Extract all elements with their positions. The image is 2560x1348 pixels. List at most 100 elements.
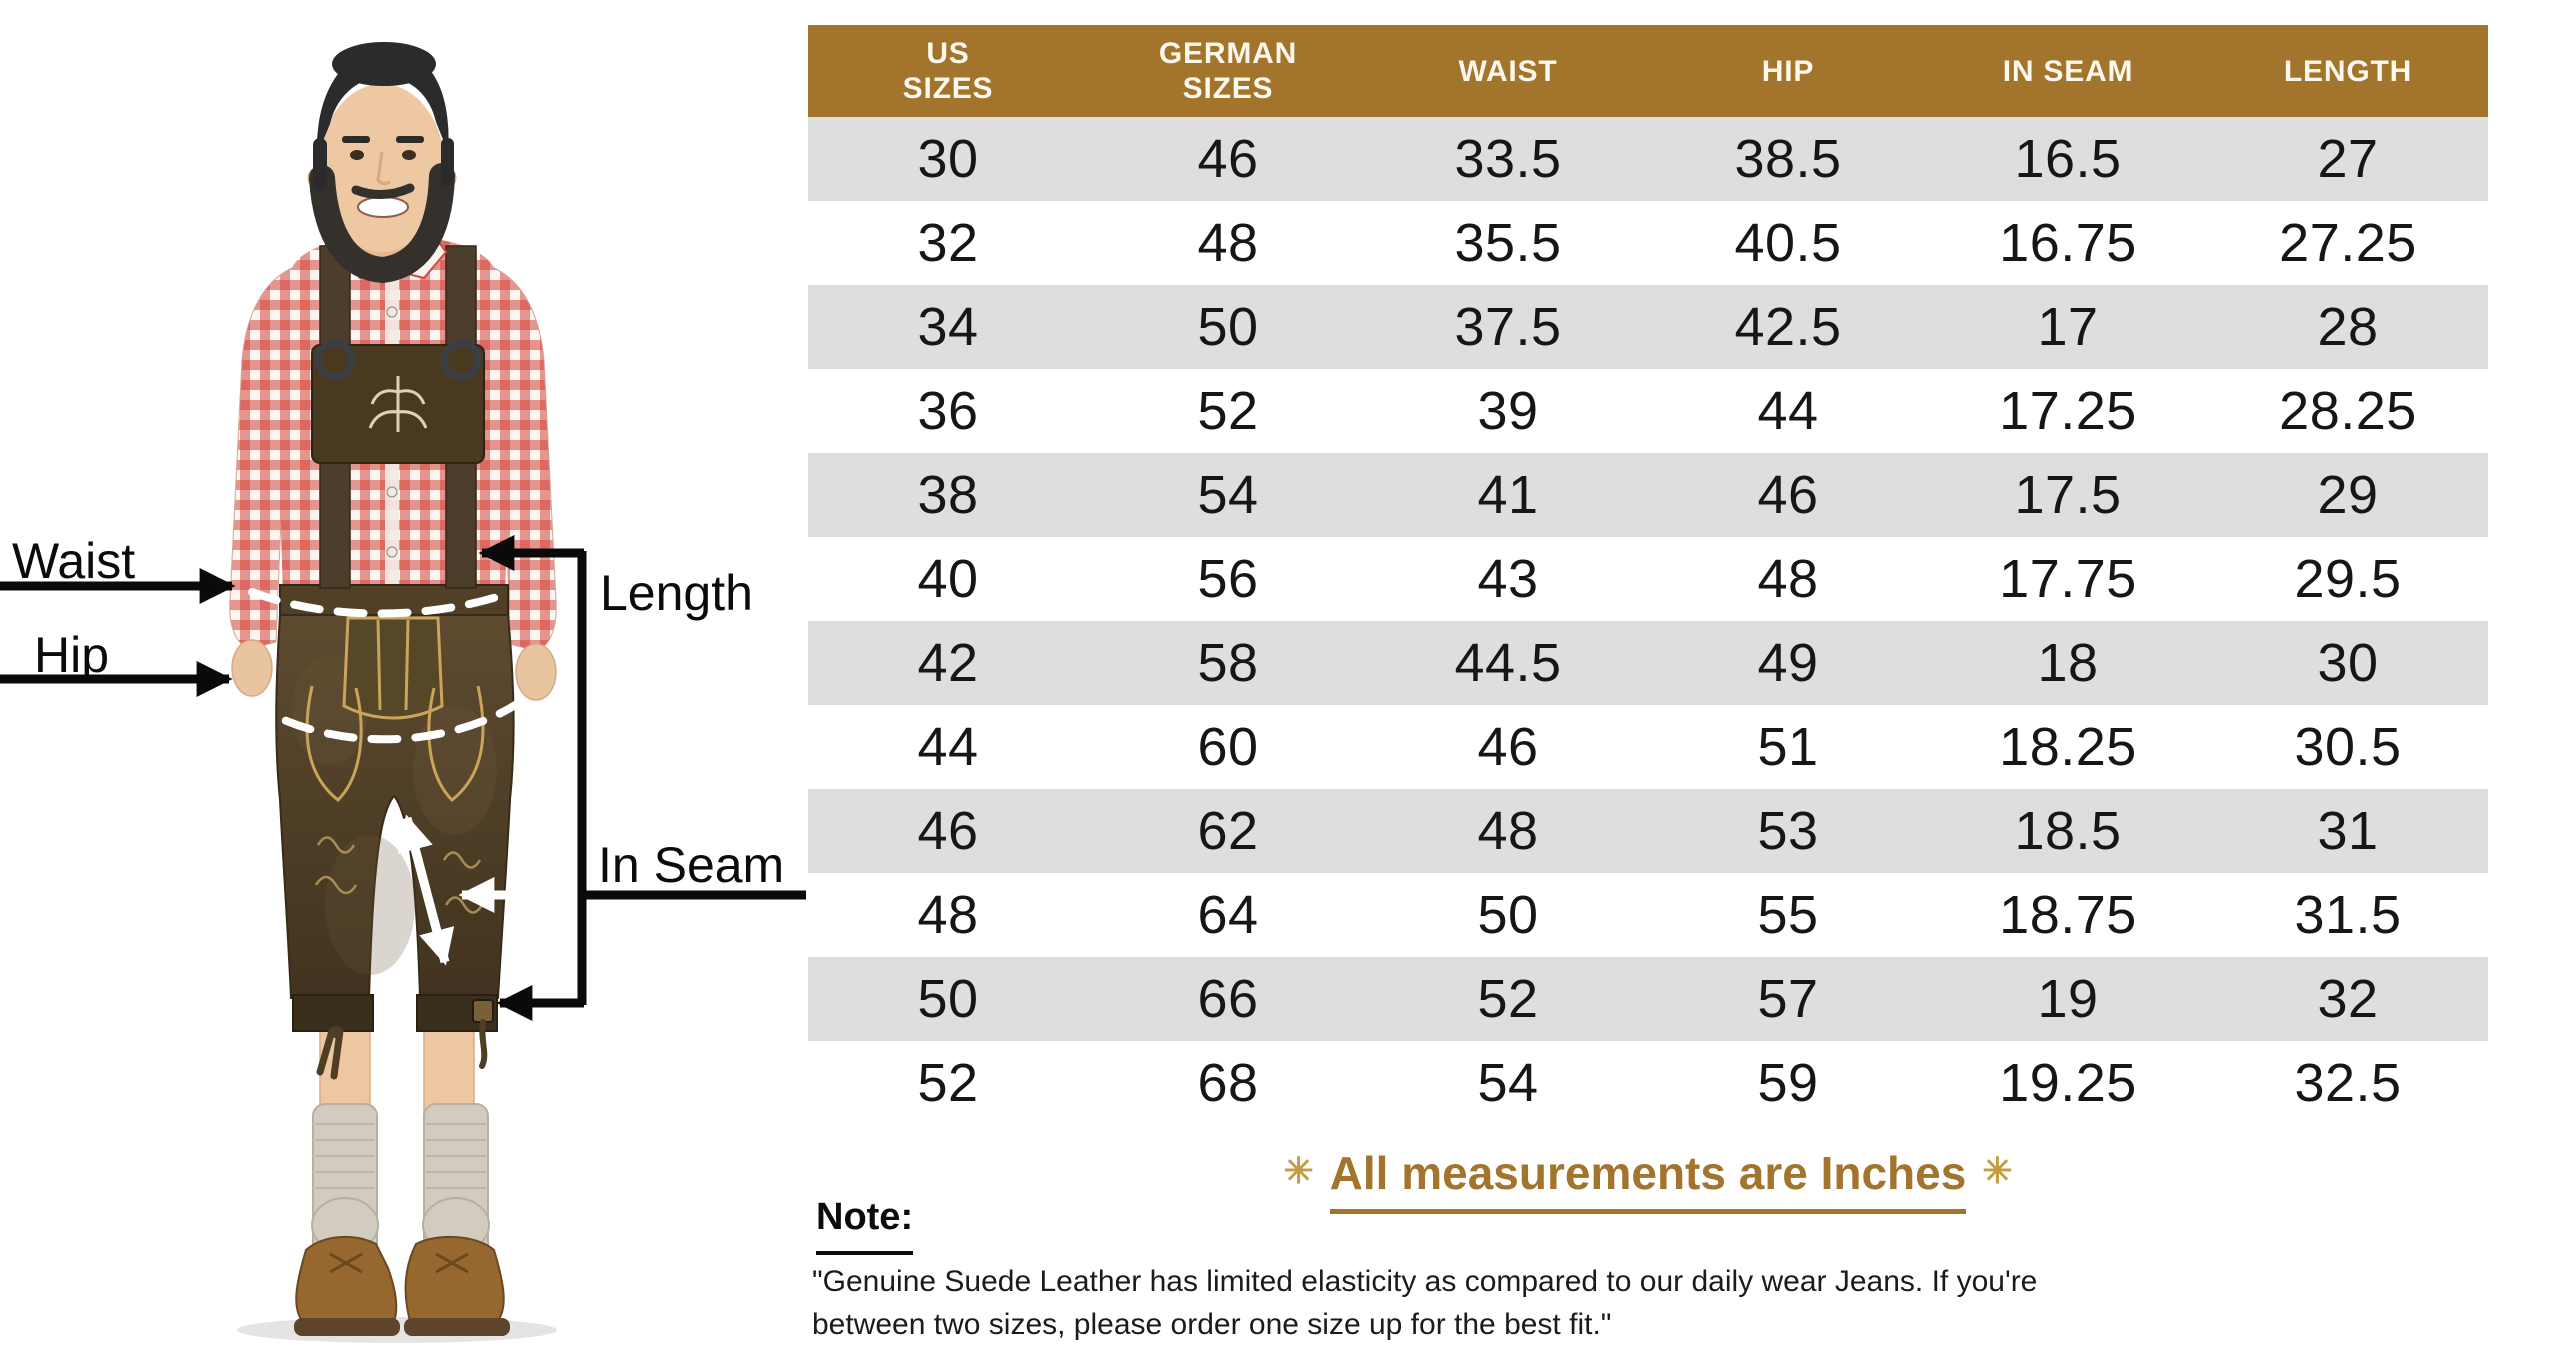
table-cell: 42.5 — [1734, 297, 1842, 357]
table-cell: 31 — [2317, 801, 2379, 861]
table-header-row: US SIZES GERMAN SIZES WAIST HIP IN SEAM LENGT… — [808, 25, 2488, 117]
table-cell: 16.5 — [2014, 129, 2122, 189]
table-cell: 52 — [1197, 381, 1259, 441]
table-cell: 59 — [1757, 1053, 1819, 1113]
table-cell: 44 — [1757, 381, 1819, 441]
lederhosen-model-illustration — [0, 42, 806, 1343]
table-cell: 38.5 — [1734, 129, 1842, 189]
header-cell: IN SEAM — [2002, 54, 2134, 88]
table-cell: 48 — [1477, 801, 1539, 861]
table-cell: 41 — [1477, 465, 1539, 525]
table-cell: 50 — [1477, 885, 1539, 945]
table-cell: 17.5 — [2014, 465, 2122, 525]
table-row: 48 64 50 55 18.75 31.5 — [808, 873, 2488, 957]
table-cell: 46 — [917, 801, 979, 861]
waist-dashed-line — [248, 588, 504, 618]
table-cell: 29.5 — [2294, 549, 2402, 609]
asterisk-icon: ✳ — [1283, 1150, 1314, 1191]
note-text: "Genuine Suede Leather has limited elast… — [812, 1260, 2037, 1346]
table-row: 34 50 37.5 42.5 17 28 — [808, 285, 2488, 369]
table-cell: 54 — [1197, 465, 1259, 525]
measurements-heading: ✳ All measurements are Inches ✳ — [808, 1146, 2488, 1214]
cuff-buckle — [472, 999, 494, 1023]
table-cell: 38 — [917, 465, 979, 525]
table-cell: 35.5 — [1454, 213, 1562, 273]
table-cell: 27 — [2317, 129, 2379, 189]
table-cell: 44.5 — [1454, 633, 1562, 693]
header-cell: GERMAN SIZES — [1158, 37, 1298, 105]
hip-label: Hip — [34, 627, 110, 683]
table-cell: 46 — [1477, 717, 1539, 777]
note-text-line1: "Genuine Suede Leather has limited elast… — [812, 1265, 2038, 1298]
table-cell: 62 — [1197, 801, 1259, 861]
table-cell: 18.5 — [2014, 801, 2122, 861]
table-cell: 42 — [917, 633, 979, 693]
table-cell: 17.25 — [1999, 381, 2137, 441]
table-cell: 32.5 — [2294, 1053, 2402, 1113]
length-label: Length — [600, 565, 753, 621]
table-cell: 68 — [1197, 1053, 1259, 1113]
header-cell: WAIST — [1458, 54, 1558, 88]
header-cell: US SIZES — [902, 37, 994, 105]
table-cell: 53 — [1757, 801, 1819, 861]
asterisk-icon: ✳ — [1982, 1150, 2013, 1191]
table-cell: 33.5 — [1454, 129, 1562, 189]
left-hand — [231, 639, 273, 697]
table-cell: 48 — [1757, 549, 1819, 609]
table-cell: 46 — [1757, 465, 1819, 525]
note-label: Note: — [816, 1196, 914, 1255]
right-hand — [515, 643, 557, 701]
table-cell: 29 — [2317, 465, 2379, 525]
hip-dashed-line — [243, 696, 524, 744]
man-figure — [229, 42, 557, 1336]
table-cell: 39 — [1477, 381, 1539, 441]
table-cell: 55 — [1757, 885, 1819, 945]
measurements-heading-text: All measurements are Inches — [1329, 1147, 1967, 1214]
header-cell: LENGTH — [2283, 54, 2413, 88]
head — [307, 42, 457, 284]
header-cell: HIP — [1761, 54, 1815, 88]
table-cell: 40 — [917, 549, 979, 609]
table-cell: 16.75 — [1999, 213, 2137, 273]
table-row: 44 60 46 51 18.25 30.5 — [808, 705, 2488, 789]
table-row: 40 56 43 48 17.75 29.5 — [808, 537, 2488, 621]
size-table: US SIZES GERMAN SIZES WAIST HIP IN SEAM LENGT… — [808, 25, 2488, 1125]
cuff-tie — [316, 1027, 344, 1080]
table-cell: 34 — [917, 297, 979, 357]
table-cell: 30 — [2317, 633, 2379, 693]
model-figure-area: Waist Hip Length In Seam — [0, 0, 820, 1348]
table-cell: 40.5 — [1734, 213, 1842, 273]
table-cell: 28.25 — [2279, 381, 2417, 441]
table-cell: 44 — [917, 717, 979, 777]
table-row: 38 54 41 46 17.5 29 — [808, 453, 2488, 537]
table-cell: 19.25 — [1999, 1053, 2137, 1113]
table-cell: 64 — [1197, 885, 1259, 945]
table-cell: 58 — [1197, 633, 1259, 693]
table-cell: 56 — [1197, 549, 1259, 609]
waist-label: Waist — [12, 533, 136, 589]
table-cell: 48 — [1197, 213, 1259, 273]
table-row: 42 58 44.5 49 18 30 — [808, 621, 2488, 705]
table-cell: 18.75 — [1999, 885, 2137, 945]
note-text-line2: between two sizes, please order one size… — [812, 1308, 1612, 1341]
suspenders — [311, 245, 485, 589]
table-cell: 17.75 — [1999, 549, 2137, 609]
table-cell: 52 — [1477, 969, 1539, 1029]
table-cell: 52 — [917, 1053, 979, 1113]
measurement-annotations — [0, 535, 806, 1021]
table-cell: 27.25 — [2279, 213, 2417, 273]
lederhosen-shorts — [275, 584, 515, 1080]
table-row: 50 66 52 57 19 32 — [808, 957, 2488, 1041]
table-cell: 19 — [2037, 969, 2099, 1029]
table-cell: 50 — [1197, 297, 1259, 357]
table-row: 52 68 54 59 19.25 32.5 — [808, 1041, 2488, 1125]
table-cell: 18.25 — [1999, 717, 2137, 777]
boots — [294, 1235, 510, 1336]
smile — [357, 196, 409, 218]
table-cell: 66 — [1197, 969, 1259, 1029]
table-cell: 46 — [1197, 129, 1259, 189]
table-row: 36 52 39 44 17.25 28.25 — [808, 369, 2488, 453]
table-cell: 32 — [2317, 969, 2379, 1029]
table-cell: 60 — [1197, 717, 1259, 777]
